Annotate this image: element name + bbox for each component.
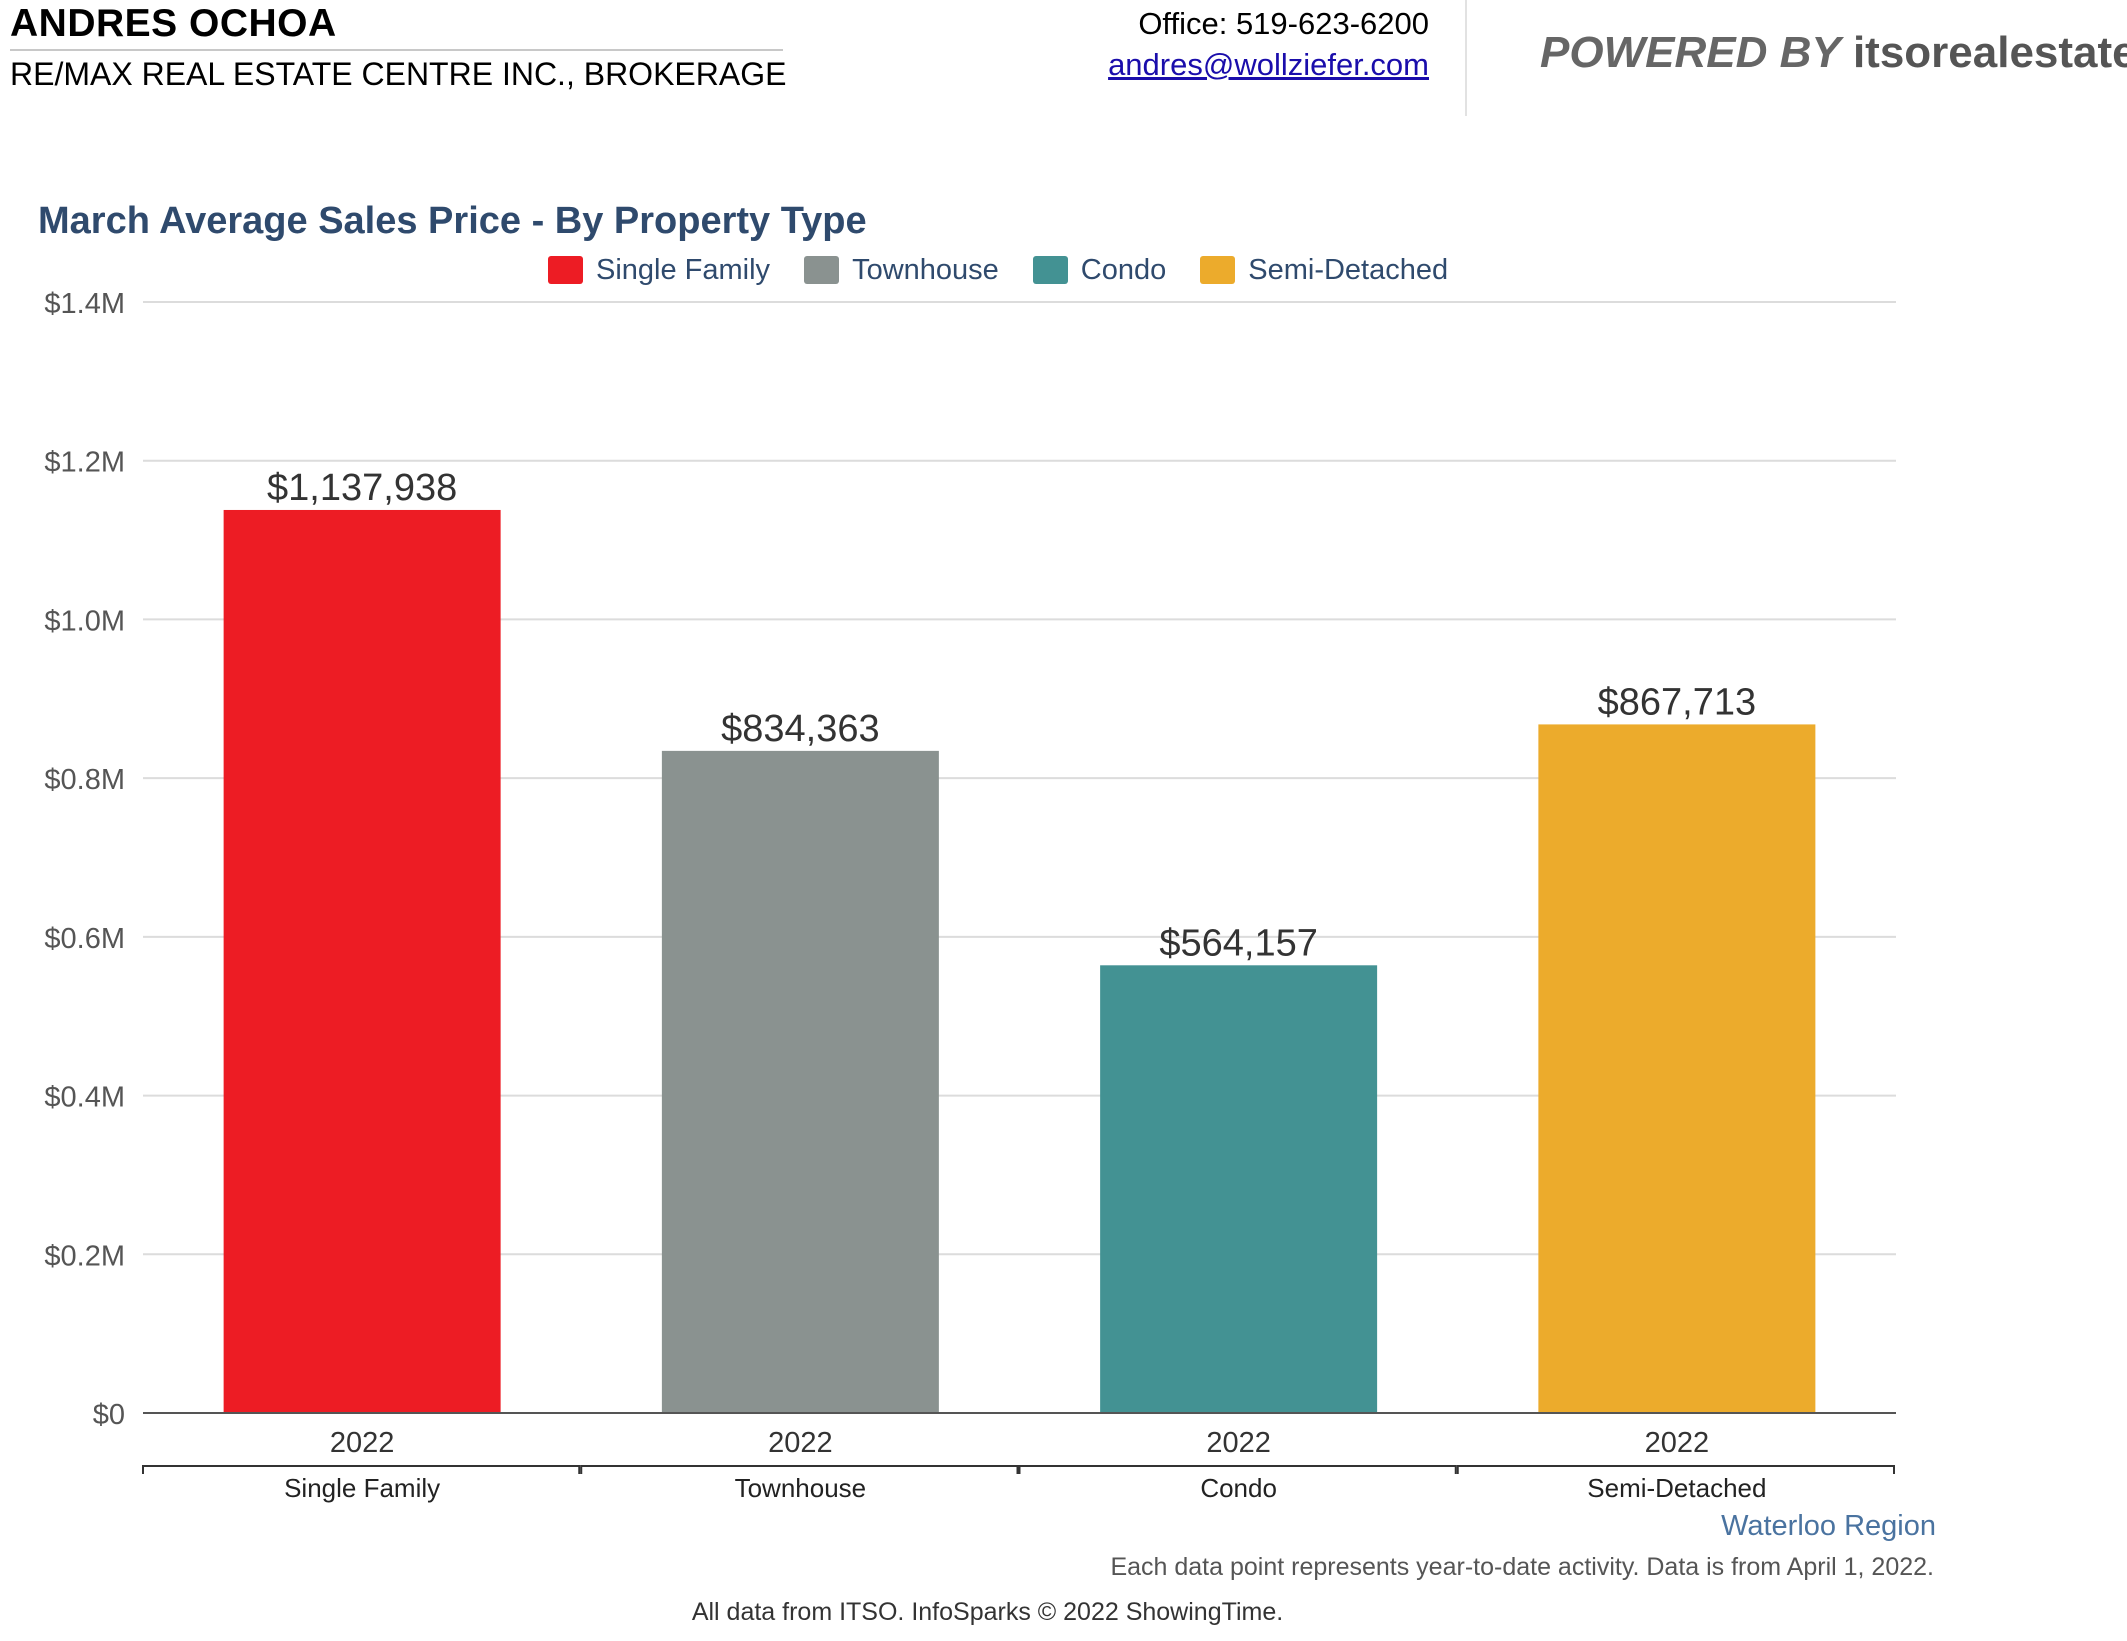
- legend-item-townhouse[interactable]: Townhouse: [804, 254, 999, 287]
- data-credits: All data from ITSO. InfoSparks © 2022 Sh…: [691, 1598, 1284, 1626]
- legend-swatch: [1200, 256, 1236, 284]
- legend-label: Single Family: [596, 253, 771, 286]
- region-link[interactable]: Waterloo Region: [1721, 1510, 1936, 1542]
- x-tick-label-year: 2022: [1206, 1427, 1271, 1459]
- x-tick-label-year: 2022: [768, 1427, 833, 1459]
- category-bracket: [142, 1465, 581, 1474]
- powered-by-site: itsorealestate.ca: [1852, 28, 2127, 77]
- x-category-label: Condo: [1200, 1473, 1277, 1503]
- powered-by-logo[interactable]: POWERED BY itsorealestate.ca: [1540, 28, 2127, 78]
- y-tick-label: $0.8M: [44, 764, 125, 796]
- x-tick-label-year: 2022: [330, 1427, 395, 1459]
- legend-label: Townhouse: [852, 253, 999, 286]
- header-vertical-divider: [1465, 0, 1467, 116]
- bar-value-label: $1,137,938: [267, 467, 457, 509]
- legend-swatch: [804, 256, 840, 284]
- x-category-label: Single Family: [284, 1473, 440, 1503]
- bar: [1538, 724, 1816, 1413]
- brokerage-name: RE/MAX REAL ESTATE CENTRE INC., BROKERAG…: [10, 56, 787, 92]
- legend-label: Semi-Detached: [1248, 253, 1449, 286]
- category-bracket: [1018, 1465, 1457, 1474]
- y-tick-label: $0.6M: [44, 923, 125, 955]
- data-footnote: Each data point represents year-to-date …: [1110, 1553, 1934, 1581]
- chart-title: March Average Sales Price - By Property …: [38, 200, 867, 242]
- legend-swatch: [1032, 256, 1068, 284]
- legend-swatch: [548, 256, 583, 284]
- bar-value-label: $564,157: [1159, 922, 1318, 964]
- category-bracket: [1456, 1465, 1895, 1474]
- bar: [223, 509, 501, 1413]
- y-tick-label: $1.0M: [44, 605, 125, 637]
- agent-name: ANDRES OCHOA: [10, 2, 337, 45]
- y-tick-label: $0.2M: [44, 1240, 125, 1272]
- legend-label: Condo: [1080, 253, 1167, 286]
- y-tick-label: $0: [93, 1399, 125, 1431]
- bar: [1100, 965, 1378, 1413]
- y-tick-label: $1.2M: [44, 447, 125, 479]
- x-category-label: Townhouse: [735, 1473, 867, 1503]
- legend-item-single-family[interactable]: Single Family: [548, 254, 770, 287]
- email-link[interactable]: andres@wollziefer.com: [1108, 47, 1429, 82]
- header-divider-line: [10, 49, 783, 51]
- bar-value-label: $867,713: [1598, 681, 1757, 723]
- bar: [661, 750, 939, 1413]
- y-tick-label: $0.4M: [44, 1082, 125, 1114]
- category-bracket: [580, 1465, 1019, 1474]
- powered-by-prefix: POWERED BY: [1540, 28, 1841, 77]
- x-category-label: Semi-Detached: [1587, 1473, 1766, 1503]
- bar-value-label: $834,363: [721, 708, 880, 750]
- y-tick-label: $1.4M: [44, 288, 125, 320]
- legend-item-condo[interactable]: Condo: [1032, 253, 1167, 287]
- office-phone: Office: 519-623-6200: [1138, 6, 1429, 41]
- x-tick-label-year: 2022: [1645, 1427, 1710, 1459]
- chart-legend: Single Family Townhouse Condo Semi-Detac…: [548, 250, 1482, 290]
- legend-item-semi-detached[interactable]: Semi-Detached: [1200, 254, 1448, 287]
